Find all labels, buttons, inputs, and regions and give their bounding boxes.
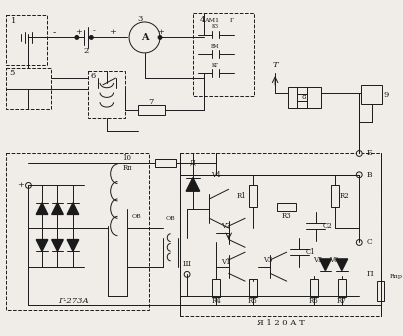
Circle shape: [158, 36, 162, 39]
Polygon shape: [320, 259, 331, 270]
Circle shape: [356, 151, 362, 156]
Circle shape: [129, 22, 160, 53]
Text: -: -: [93, 28, 96, 36]
Bar: [288, 87, 320, 108]
Text: R6: R6: [309, 296, 319, 304]
Text: КЗ: КЗ: [212, 24, 218, 29]
Text: Г-273А: Г-273А: [58, 296, 89, 304]
Text: 9: 9: [383, 91, 389, 99]
Text: Г: Г: [230, 17, 234, 23]
Text: V2: V2: [221, 222, 231, 230]
Text: Rпр: Rпр: [389, 274, 402, 279]
Bar: [331, 185, 339, 207]
Bar: [6, 154, 150, 310]
Text: Я 1 2 0 А Т: Я 1 2 0 А Т: [257, 319, 305, 327]
Text: 5: 5: [9, 69, 15, 77]
Bar: [6, 69, 51, 109]
Text: C1: C1: [306, 248, 316, 256]
Bar: [6, 15, 47, 66]
Bar: [338, 279, 346, 297]
Text: V6: V6: [329, 256, 339, 264]
Polygon shape: [52, 203, 63, 214]
Text: +: +: [17, 181, 24, 190]
Text: R5: R5: [248, 296, 258, 304]
Text: +: +: [75, 28, 82, 36]
Bar: [212, 279, 220, 297]
Bar: [277, 203, 296, 211]
Text: 2: 2: [84, 47, 89, 55]
Circle shape: [184, 271, 190, 277]
Text: Ш: Ш: [183, 260, 191, 268]
Text: +: +: [109, 28, 116, 36]
Text: +: +: [158, 28, 164, 36]
Text: АМ1: АМ1: [205, 17, 220, 23]
Text: КГ: КГ: [212, 63, 219, 68]
Text: 1: 1: [11, 17, 17, 25]
Text: V4: V4: [211, 171, 221, 179]
Bar: [310, 279, 318, 297]
Bar: [361, 85, 382, 104]
Text: ОВ: ОВ: [166, 216, 175, 221]
Bar: [155, 159, 177, 167]
Text: 3: 3: [137, 15, 142, 23]
Text: V1: V1: [221, 258, 231, 266]
Polygon shape: [52, 240, 63, 251]
Circle shape: [356, 172, 362, 178]
Text: R1: R1: [237, 192, 246, 200]
Text: V3: V3: [263, 256, 272, 264]
Text: R2: R2: [340, 192, 350, 200]
Polygon shape: [67, 203, 79, 214]
Bar: [377, 281, 384, 300]
Bar: [138, 105, 165, 115]
Text: С: С: [367, 239, 373, 247]
Circle shape: [89, 36, 93, 39]
Text: 8: 8: [302, 93, 306, 101]
Text: R7: R7: [337, 296, 347, 304]
Bar: [249, 185, 257, 207]
Polygon shape: [36, 203, 48, 214]
Polygon shape: [36, 240, 48, 251]
Text: Rп: Rп: [122, 164, 132, 172]
Polygon shape: [336, 259, 348, 270]
Text: ОВ: ОВ: [132, 214, 141, 219]
Text: Б: Б: [367, 150, 373, 158]
Bar: [88, 71, 125, 118]
Text: 7: 7: [149, 98, 154, 106]
Text: A: A: [141, 33, 148, 42]
Text: R4: R4: [211, 296, 221, 304]
Text: R3: R3: [282, 212, 291, 220]
Bar: [193, 13, 254, 96]
Polygon shape: [67, 240, 79, 251]
Text: 6: 6: [90, 72, 96, 80]
Text: П: П: [367, 270, 374, 279]
Text: T: T: [272, 61, 278, 70]
Text: 10: 10: [123, 154, 132, 162]
Text: C2: C2: [322, 222, 332, 230]
Circle shape: [75, 36, 79, 39]
Circle shape: [356, 240, 362, 245]
Polygon shape: [186, 178, 199, 191]
Text: В: В: [367, 171, 373, 179]
Text: -: -: [53, 28, 56, 37]
Text: Д: Д: [190, 159, 196, 167]
Circle shape: [25, 182, 31, 188]
Bar: [249, 279, 257, 297]
Bar: [180, 154, 380, 316]
Text: 4: 4: [199, 16, 205, 24]
Text: ВМ: ВМ: [211, 44, 219, 49]
Text: V5: V5: [313, 256, 322, 264]
